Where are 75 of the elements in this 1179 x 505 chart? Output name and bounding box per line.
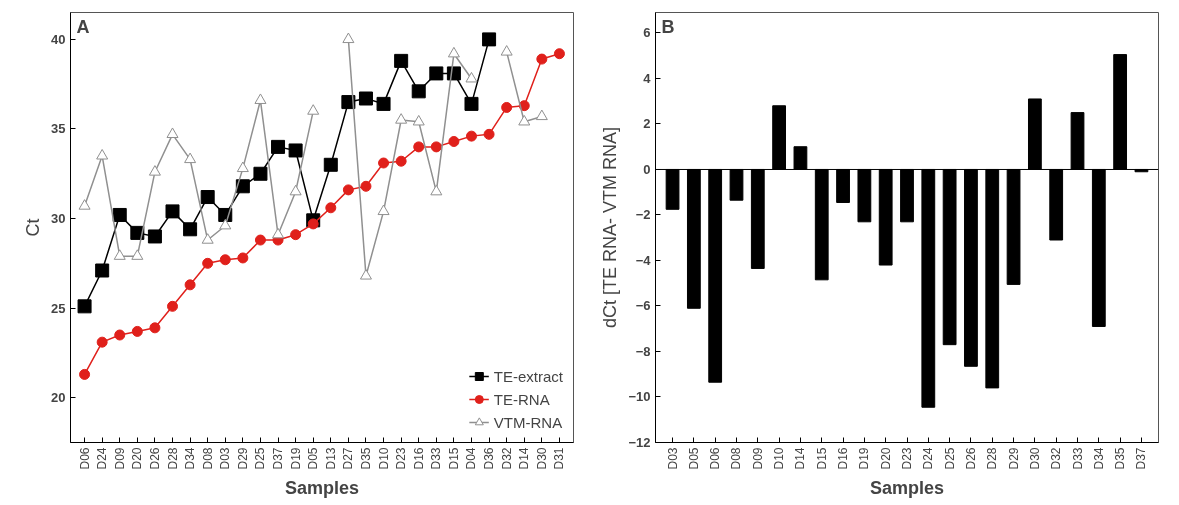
x-tick-label: D03 [665, 447, 680, 470]
y-tick-label: 0 [643, 161, 651, 177]
x-tick-label: D20 [130, 447, 145, 470]
y-tick-label: −10 [628, 389, 651, 405]
x-tick-label: D35 [1113, 447, 1128, 470]
y-tick-label: −12 [628, 435, 651, 450]
x-tick-label: D23 [900, 447, 914, 470]
x-tick-label: D15 [446, 447, 461, 470]
x-tick-label: D03 [218, 447, 233, 470]
x-tick-label: D14 [517, 447, 532, 470]
y-tick-label: −4 [635, 252, 652, 268]
annotation: B [661, 16, 675, 37]
x-tick-label: D32 [1049, 447, 1064, 470]
y-tick-label: −2 [635, 207, 651, 223]
x-tick-label: D05 [306, 447, 321, 470]
y-tick-label: 30 [51, 211, 66, 227]
x-tick-label: D26 [147, 447, 162, 470]
x-tick-label: D30 [1027, 447, 1042, 470]
y-tick-label: 6 [643, 25, 651, 41]
legend-label: TE-RNA [493, 390, 550, 408]
x-tick-label: D33 [429, 447, 444, 470]
x-tick-label: D32 [499, 447, 514, 470]
x-tick-label: D16 [411, 447, 426, 470]
x-tick-label: D19 [857, 447, 872, 470]
x-tick-label: D08 [729, 447, 744, 470]
x-tick-label: D19 [288, 447, 303, 470]
y-axis-title: dCt [TE RNA- VTM RNA] [600, 126, 621, 329]
x-tick-label: D24 [921, 447, 936, 470]
x-tick-label: D37 [1134, 447, 1149, 470]
x-tick-label: D09 [112, 447, 127, 470]
x-tick-label: D20 [878, 447, 893, 470]
x-tick-label: D34 [183, 447, 198, 470]
legend-label: TE-extract [493, 367, 563, 385]
x-tick-label: D29 [1006, 447, 1021, 470]
x-tick-label: D04 [464, 447, 479, 470]
x-tick-label: D23 [394, 447, 409, 470]
x-tick-label: D06 [77, 447, 92, 470]
x-tick-label: D34 [1091, 447, 1106, 470]
x-tick-label: D29 [235, 447, 250, 470]
x-tick-label: D28 [165, 447, 180, 470]
x-tick-label: D27 [341, 447, 356, 470]
y-tick-label: 4 [643, 70, 652, 86]
y-tick-label: −6 [635, 298, 651, 314]
annotation: A [76, 16, 90, 37]
x-tick-label: D25 [942, 447, 957, 470]
y-tick-label: 2 [643, 116, 651, 132]
x-tick-label: D37 [271, 447, 286, 470]
y-tick-label: 25 [51, 300, 66, 316]
x-tick-label: D15 [814, 447, 829, 470]
x-tick-label: D06 [708, 447, 723, 470]
x-tick-label: D13 [323, 447, 338, 470]
x-axis-title: Samples [284, 477, 360, 498]
y-axis-title: Ct [23, 218, 44, 237]
x-tick-label: D31 [552, 447, 567, 470]
x-tick-label: D16 [836, 447, 851, 470]
x-tick-label: D36 [482, 447, 497, 470]
y-tick-label: 40 [51, 31, 66, 47]
x-tick-label: D10 [772, 447, 787, 470]
x-tick-label: D26 [963, 447, 978, 470]
x-tick-label: D10 [376, 447, 391, 470]
legend-label: VTM-RNA [493, 413, 563, 431]
x-tick-label: D14 [793, 447, 808, 470]
x-tick-label: D28 [985, 447, 1000, 470]
x-tick-label: D33 [1070, 447, 1085, 470]
y-tick-label: 35 [51, 121, 66, 137]
x-axis-title: Samples [869, 477, 945, 498]
x-tick-label: D05 [686, 447, 701, 470]
x-tick-label: D24 [95, 447, 110, 470]
x-tick-label: D25 [253, 447, 268, 470]
y-tick-label: −8 [635, 343, 651, 359]
x-tick-label: D30 [534, 447, 549, 470]
y-tick-label: 20 [51, 390, 66, 406]
x-tick-label: D35 [358, 447, 373, 470]
x-tick-label: D09 [750, 447, 765, 470]
x-tick-label: D08 [200, 447, 215, 470]
